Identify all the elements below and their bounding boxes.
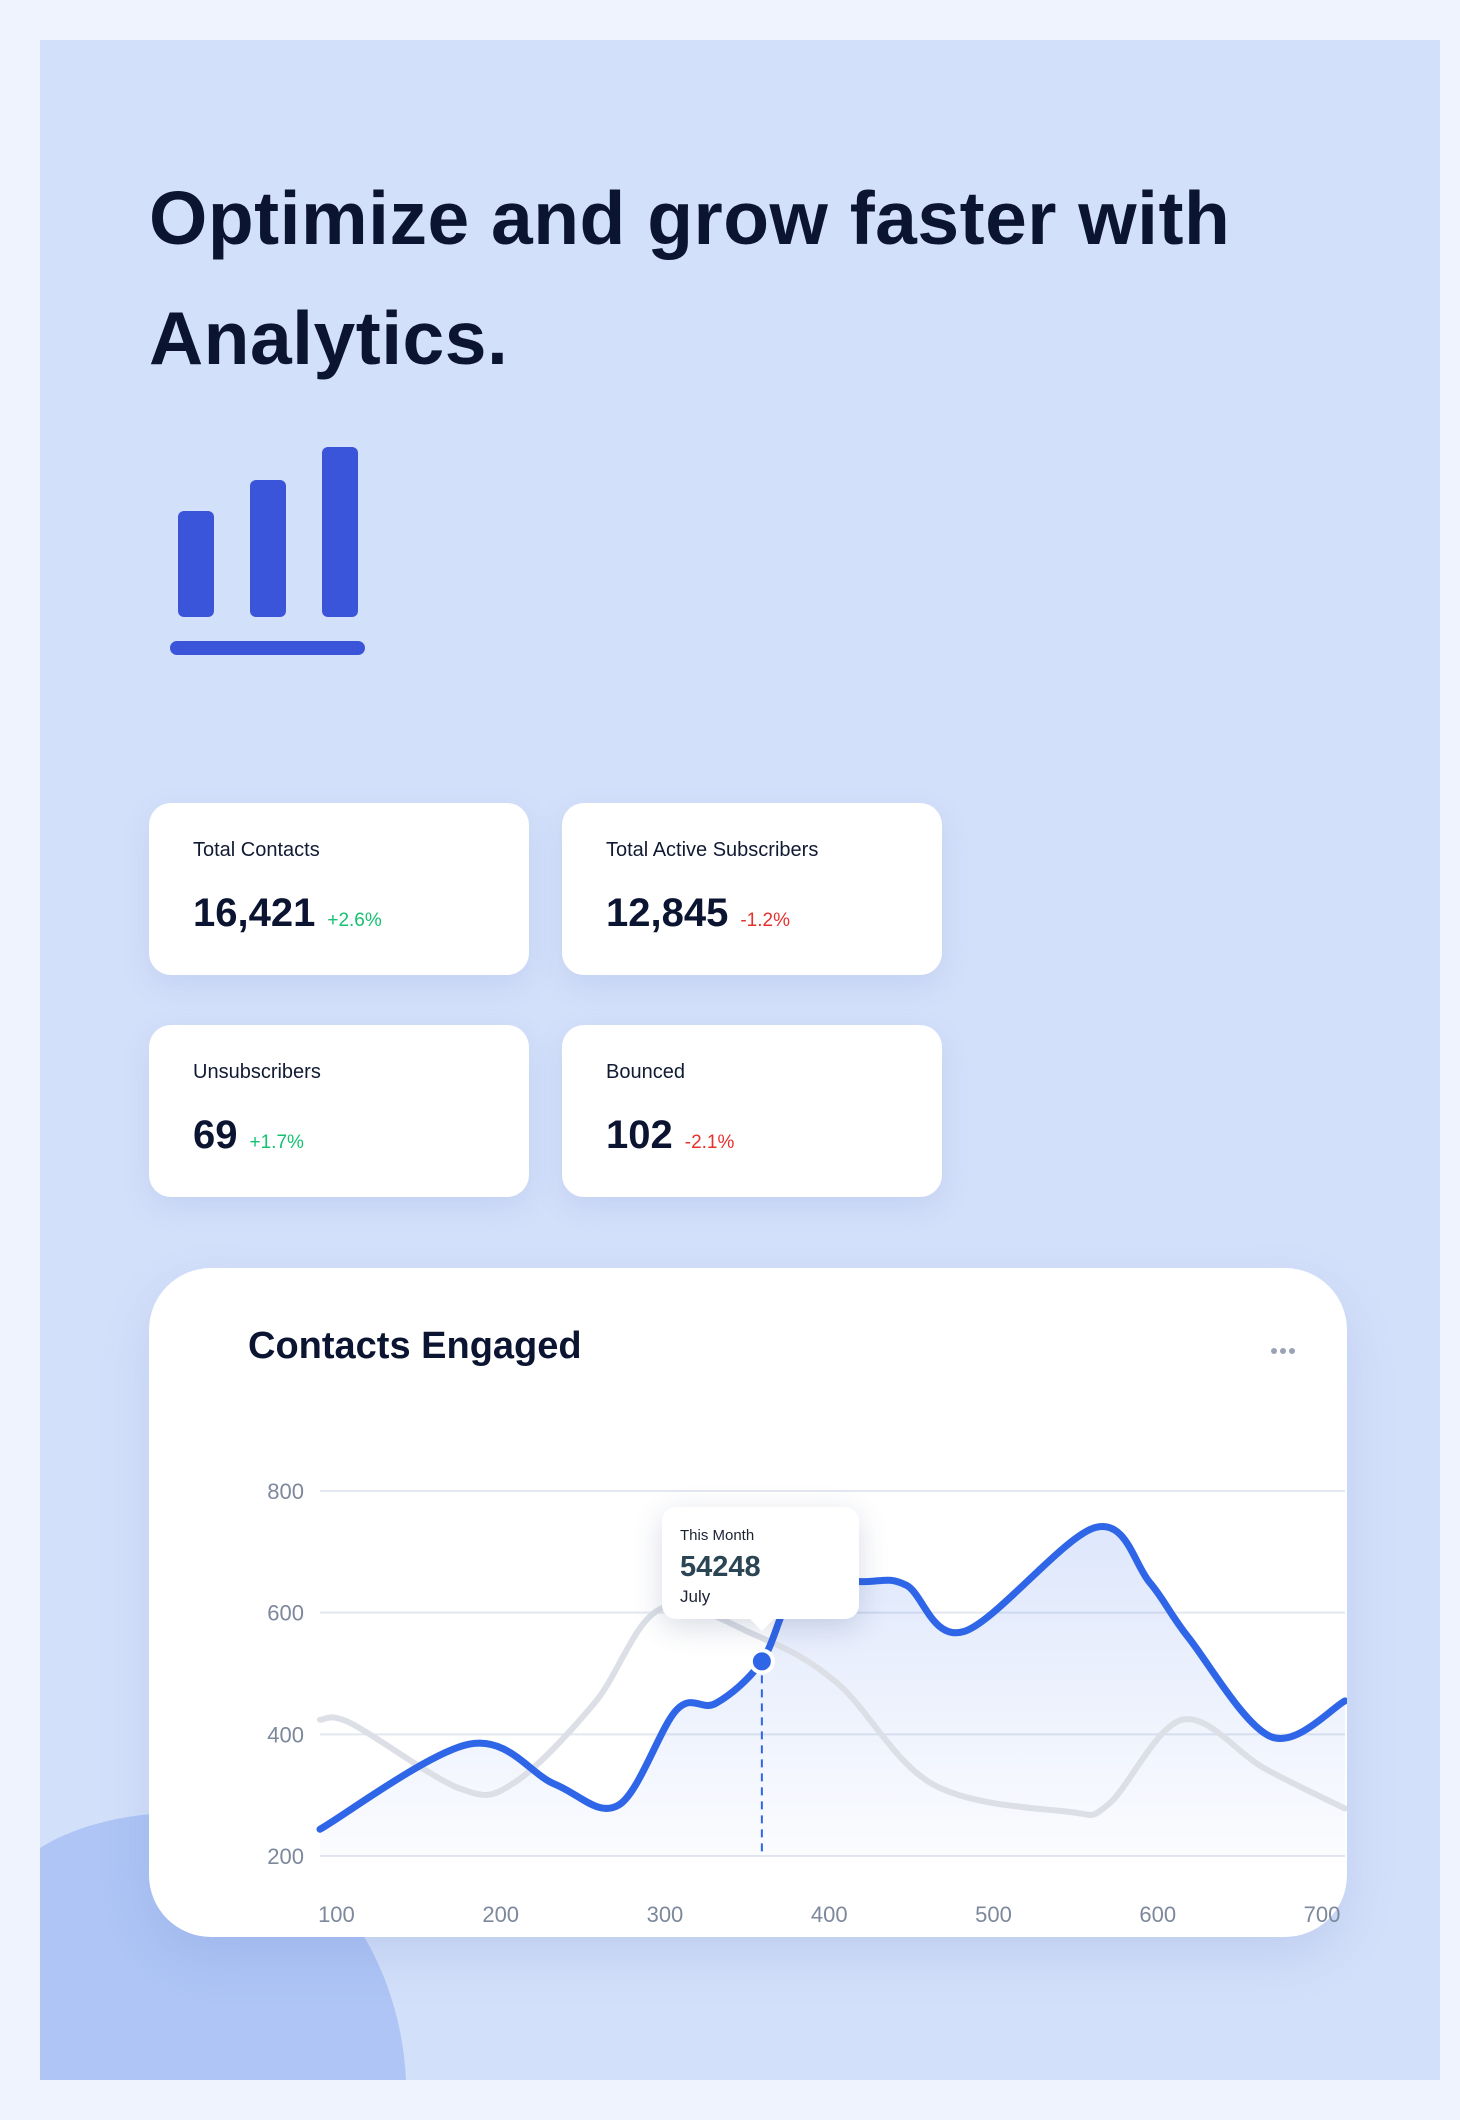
hero-panel: Optimize and grow faster with Analytics.…	[40, 40, 1440, 2080]
x-tick-label: 100	[318, 1902, 355, 1927]
secondary-series-line	[317, 1602, 1347, 1818]
x-tick-label: 700	[1304, 1902, 1341, 1927]
stat-card-unsubscribers: Unsubscribers 69 +1.7%	[149, 1025, 529, 1197]
line-chart: 800 600 400 200 100 200 300 400 500 600 700	[267, 1479, 1347, 1927]
y-tick-label: 200	[267, 1844, 304, 1869]
y-tick-label: 600	[267, 1601, 304, 1626]
stat-value: 102	[606, 1113, 673, 1157]
y-tick-label: 800	[267, 1479, 304, 1504]
y-tick-label: 400	[267, 1722, 304, 1747]
x-tick-label: 300	[647, 1902, 684, 1927]
highlight-point	[748, 1648, 775, 1675]
tooltip-label: This Month	[680, 1527, 755, 1544]
ellipsis-icon[interactable]	[1271, 1348, 1295, 1354]
stat-card-active-subscribers: Total Active Subscribers 12,845 -1.2%	[562, 803, 942, 975]
stat-change: +2.6%	[327, 910, 382, 931]
stat-label: Unsubscribers	[193, 1061, 321, 1083]
stat-label: Bounced	[606, 1061, 685, 1083]
stat-card-bounced: Bounced 102 -2.1%	[562, 1025, 942, 1197]
stat-change: +1.7%	[249, 1132, 304, 1153]
x-tick-label: 200	[482, 1902, 519, 1927]
contacts-engaged-card: Contacts Engaged 800 600 400 200 100 200 300 40…	[149, 1268, 1347, 1937]
x-tick-label: 400	[811, 1902, 848, 1927]
page-title: Optimize and grow faster with Analytics.	[149, 176, 1231, 380]
chart-tooltip: This Month 54248 July	[662, 1507, 859, 1631]
tooltip-month: July	[680, 1587, 711, 1606]
stat-card-total-contacts: Total Contacts 16,421 +2.6%	[149, 803, 529, 975]
stat-value: 16,421	[193, 891, 316, 935]
stat-value: 12,845	[606, 891, 729, 935]
stat-change: -2.1%	[684, 1132, 735, 1153]
chart-title: Contacts Engaged	[248, 1325, 582, 1367]
x-tick-label: 500	[975, 1902, 1012, 1927]
stat-value: 69	[193, 1113, 238, 1157]
x-tick-label: 600	[1139, 1902, 1176, 1927]
stat-label: Total Active Subscribers	[606, 839, 819, 861]
tooltip-value: 54248	[680, 1551, 761, 1583]
stat-label: Total Contacts	[193, 839, 320, 861]
area-fill	[320, 1526, 1345, 1856]
stat-change: -1.2%	[740, 910, 790, 931]
